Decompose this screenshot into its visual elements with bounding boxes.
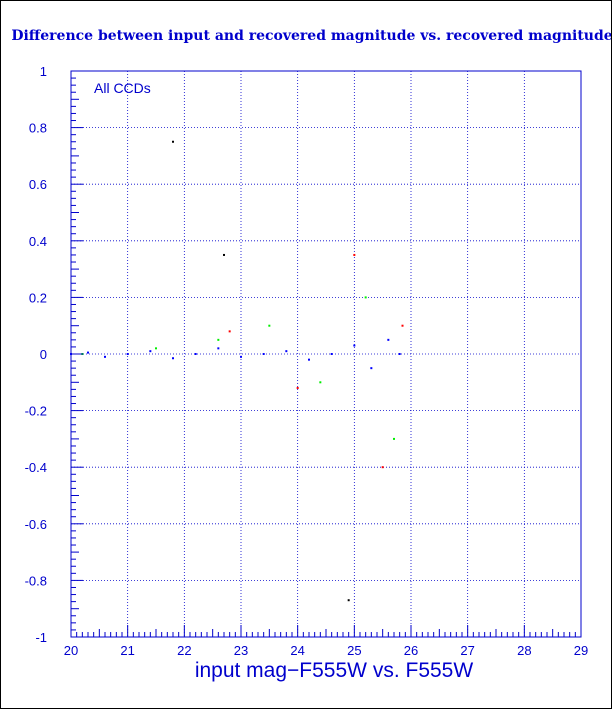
data-point bbox=[194, 353, 197, 355]
x-tick-label: 27 bbox=[460, 643, 474, 658]
x-tick-label: 28 bbox=[517, 643, 531, 658]
y-tick-label: 0.4 bbox=[29, 234, 47, 249]
x-tick-label: 29 bbox=[574, 643, 588, 658]
x-axis-label: input mag−F555W vs. F555W bbox=[195, 659, 474, 682]
data-point bbox=[296, 386, 299, 389]
y-tick-label: -0.2 bbox=[25, 404, 47, 419]
x-tick-label: 26 bbox=[404, 643, 418, 658]
y-tick-label: -0.6 bbox=[25, 517, 47, 532]
x-tick-label: 25 bbox=[347, 643, 361, 658]
axis-ticks bbox=[70, 70, 582, 638]
x-axis-tick-labels: 20 21 22 23 24 25 26 27 28 29 bbox=[64, 643, 588, 658]
y-tick-label: 0 bbox=[40, 347, 47, 362]
data-point bbox=[285, 350, 288, 353]
data-point bbox=[126, 353, 129, 355]
x-tick-label: 20 bbox=[64, 643, 78, 658]
y-tick-label: 0.6 bbox=[29, 177, 47, 192]
data-point bbox=[172, 357, 174, 360]
y-tick-label: -0.8 bbox=[25, 573, 47, 588]
data-point bbox=[393, 437, 395, 440]
y-axis-tick-labels: -1 -0.8 -0.6 -0.4 -0.2 0 0.2 0.4 0.6 0.8 1 bbox=[25, 64, 47, 645]
data-point bbox=[319, 381, 322, 384]
data-point bbox=[381, 466, 384, 469]
data-point bbox=[217, 347, 220, 350]
data-point bbox=[217, 338, 220, 341]
x-tick-label: 24 bbox=[290, 643, 304, 658]
data-point bbox=[228, 330, 231, 333]
data-point bbox=[223, 253, 225, 256]
y-tick-label: -1 bbox=[35, 630, 47, 645]
y-tick-label: 1 bbox=[40, 64, 47, 79]
data-point bbox=[401, 324, 404, 327]
data-point bbox=[172, 140, 174, 143]
annotation-all-ccds: All CCDs bbox=[94, 80, 151, 96]
x-tick-label: 23 bbox=[234, 643, 248, 658]
y-tick-label: 0.2 bbox=[29, 290, 47, 305]
data-point bbox=[104, 355, 106, 358]
x-tick-label: 21 bbox=[120, 643, 134, 658]
x-tick-label: 22 bbox=[177, 643, 191, 658]
chart-title: Difference between input and recovered m… bbox=[11, 28, 612, 44]
data-points bbox=[70, 140, 404, 602]
data-point bbox=[240, 355, 242, 358]
data-point bbox=[268, 324, 271, 327]
data-point bbox=[155, 347, 157, 350]
data-point bbox=[308, 358, 310, 361]
data-point bbox=[353, 253, 356, 256]
y-tick-label: -0.4 bbox=[25, 460, 47, 475]
data-point bbox=[149, 350, 152, 353]
data-point bbox=[262, 353, 265, 355]
data-point bbox=[347, 599, 350, 602]
data-point bbox=[353, 344, 356, 347]
data-point bbox=[387, 338, 390, 341]
data-point bbox=[398, 353, 401, 355]
data-point bbox=[330, 353, 333, 355]
data-point bbox=[364, 296, 367, 299]
data-point bbox=[370, 367, 373, 370]
data-point bbox=[87, 351, 89, 354]
y-tick-label: 0.8 bbox=[29, 121, 47, 136]
